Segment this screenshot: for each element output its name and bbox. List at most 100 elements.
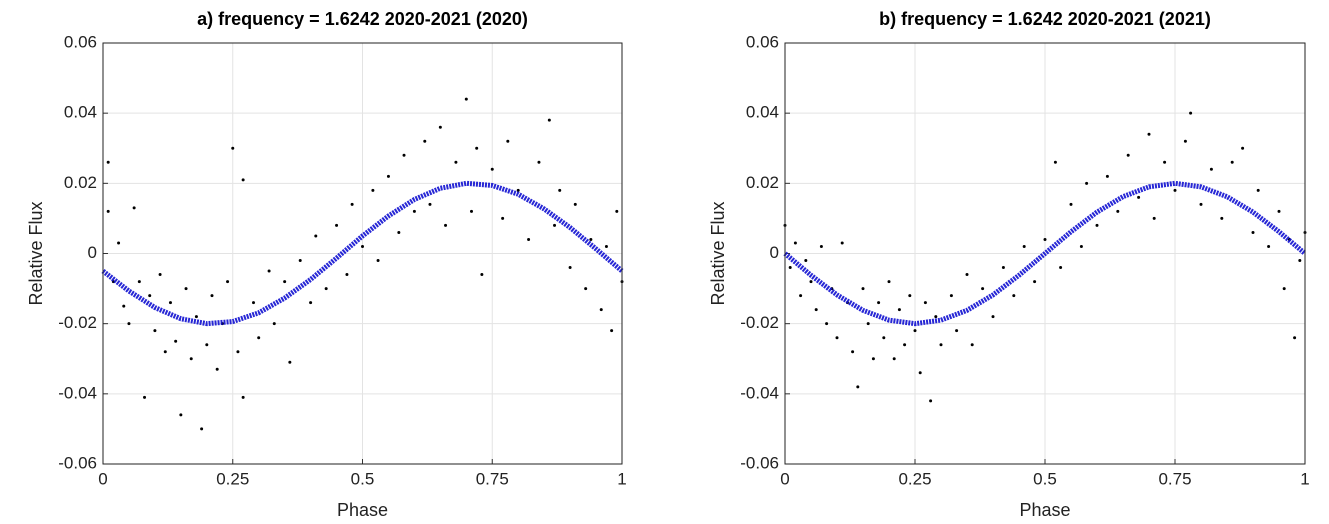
y-tick-label: -0.06 <box>740 453 779 472</box>
data-point <box>122 304 126 308</box>
data-point <box>1183 139 1187 143</box>
data-point <box>856 385 860 389</box>
data-point <box>1241 146 1245 150</box>
axes-box <box>102 42 623 465</box>
data-point <box>1033 280 1037 284</box>
y-tick-label: -0.04 <box>58 383 97 402</box>
data-point <box>153 329 157 333</box>
data-point <box>1147 132 1151 136</box>
y-tick-label: -0.06 <box>58 453 97 472</box>
data-point <box>1209 167 1213 171</box>
chart-title: a) frequency = 1.6242 2020-2021 (2020) <box>197 9 528 29</box>
data-point <box>137 280 141 284</box>
data-point <box>444 223 448 227</box>
data-point <box>132 206 136 210</box>
data-point <box>127 322 131 326</box>
data-point <box>516 188 520 192</box>
data-point <box>547 118 551 122</box>
x-tick-label: 0.25 <box>898 469 931 488</box>
data-point <box>194 315 198 319</box>
data-point <box>1001 266 1005 270</box>
y-tick-label: 0.02 <box>746 173 779 192</box>
data-point <box>397 230 401 234</box>
data-point <box>835 336 839 340</box>
data-point <box>610 329 614 333</box>
data-point <box>298 259 302 263</box>
data-point <box>527 237 531 241</box>
data-point <box>158 273 162 277</box>
y-axis-label: Relative Flux <box>26 201 46 305</box>
data-point <box>981 287 985 291</box>
data-point <box>882 336 886 340</box>
data-point <box>908 294 912 298</box>
data-point <box>314 234 318 238</box>
y-tick-label: -0.04 <box>740 383 779 402</box>
data-point <box>1126 153 1130 157</box>
data-point <box>143 395 147 399</box>
data-point <box>226 280 230 284</box>
data-point <box>241 395 245 399</box>
x-tick-label: 0 <box>780 469 789 488</box>
data-point <box>464 97 468 101</box>
data-point <box>1298 259 1302 263</box>
data-point <box>117 241 121 245</box>
data-point <box>1199 202 1203 206</box>
x-axis-label: Phase <box>337 500 388 520</box>
data-point <box>241 178 245 182</box>
data-point <box>309 301 313 305</box>
data-point <box>106 209 110 213</box>
data-point <box>1105 174 1109 178</box>
fit-curve <box>783 180 1307 327</box>
data-point <box>454 160 458 164</box>
data-point <box>1095 223 1099 227</box>
data-point <box>965 273 969 277</box>
data-point <box>267 269 271 273</box>
data-point <box>490 167 494 171</box>
x-tick-label: 0.5 <box>351 469 375 488</box>
data-point <box>345 273 349 277</box>
data-point <box>861 287 865 291</box>
data-point <box>371 188 375 192</box>
data-point <box>1256 188 1260 192</box>
data-point <box>892 357 896 361</box>
data-point <box>252 301 256 305</box>
data-point <box>506 139 510 143</box>
data-point <box>568 266 572 270</box>
data-point <box>335 223 339 227</box>
data-point <box>1069 202 1073 206</box>
y-tick-label: 0 <box>88 243 97 262</box>
data-point <box>423 139 427 143</box>
data-point <box>283 280 287 284</box>
data-point <box>1163 160 1167 164</box>
data-point <box>361 244 364 248</box>
data-point <box>106 160 110 164</box>
y-tick-label: 0 <box>770 243 779 262</box>
data-point <box>825 322 829 326</box>
data-point <box>1282 287 1286 291</box>
data-point <box>469 209 473 213</box>
data-point <box>148 294 152 298</box>
data-point <box>215 367 219 371</box>
data-point <box>438 125 442 129</box>
data-point <box>1079 244 1083 248</box>
data-point <box>553 223 557 227</box>
panel: 0 0.25 0.5 0.75 1 -0.06 -0.04 -0.02 0 0.02 0.04 0.0… <box>26 9 627 520</box>
data-point <box>1230 160 1234 164</box>
data-point <box>584 287 588 291</box>
data-point <box>913 329 917 333</box>
data-point <box>324 287 328 291</box>
data-point <box>599 308 603 312</box>
data-point <box>1116 209 1120 213</box>
data-point <box>949 294 953 298</box>
data-point <box>428 202 432 206</box>
data-point <box>793 241 797 245</box>
data-point <box>939 343 943 347</box>
data-point <box>1053 160 1057 164</box>
data-point <box>923 301 927 305</box>
data-point <box>376 259 380 263</box>
data-point <box>163 350 167 354</box>
data-point <box>1137 195 1141 199</box>
data-point <box>573 202 577 206</box>
data-point <box>200 427 204 431</box>
